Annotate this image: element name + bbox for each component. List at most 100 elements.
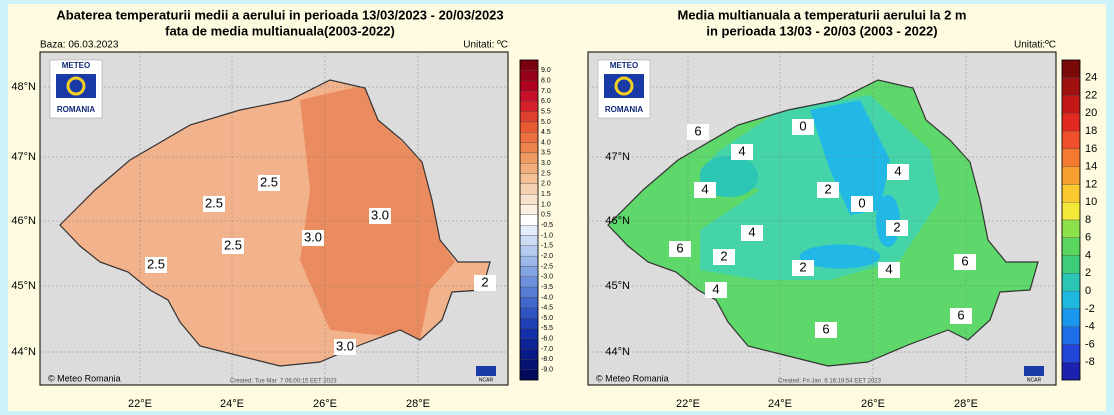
- colorbar-cell: [519, 132, 539, 143]
- country-border: [59, 79, 491, 367]
- colorbar-label: -5.0: [541, 315, 553, 322]
- colorbar-label: 8.0: [541, 77, 551, 84]
- colorbar-label: 3.5: [541, 150, 551, 157]
- logo-sun: [614, 76, 634, 96]
- contour-label-box: [954, 254, 976, 270]
- colorbar-cell: [519, 359, 539, 370]
- colorbar-cell: [519, 163, 539, 174]
- colorbar-cell: [1061, 166, 1081, 185]
- colorbar-cell: [519, 328, 539, 339]
- colorbar-label: 0.5: [541, 212, 551, 219]
- colorbar-label: 1.5: [541, 191, 551, 198]
- colorbar-cell: [519, 152, 539, 164]
- contour-label: 2.5: [205, 195, 223, 210]
- contour-label: 6: [961, 253, 968, 268]
- contour-label: 4: [738, 143, 745, 158]
- logo-top: METEO: [62, 61, 90, 70]
- contour-label: 2: [799, 259, 806, 274]
- lon-label: 26°E: [313, 398, 337, 410]
- contour-label-box: [222, 238, 244, 254]
- logo-top: METEO: [610, 61, 638, 70]
- colorbar-cell: [1061, 362, 1081, 381]
- colorbar-cell: [519, 142, 539, 154]
- contour-label: 4: [885, 261, 892, 276]
- colorbar-cell: [519, 235, 539, 246]
- colorbar-cell: [1061, 219, 1081, 238]
- colorbar-label: -3.5: [541, 284, 553, 291]
- colorbar-cell: [519, 338, 539, 350]
- colorbar-label: -2: [1085, 303, 1095, 315]
- colorbar-cell: [1061, 273, 1081, 292]
- colorbar-label: 12: [1085, 178, 1097, 190]
- base-date: Baza: 06.03.2023: [40, 40, 119, 51]
- lon-label: 24°E: [768, 398, 792, 410]
- ncar-logo: [1024, 366, 1044, 376]
- colorbar-label: -8.0: [541, 356, 553, 363]
- colorbar-label: 2.0: [541, 181, 551, 188]
- copyright: © Meteo Romania: [596, 373, 669, 383]
- contour-label-box: [731, 144, 753, 160]
- colorbar-cell: [1061, 130, 1081, 150]
- colorbar-cell: [519, 204, 539, 215]
- panel-title: Abaterea temperaturii medii a aerului in…: [56, 7, 503, 22]
- country-border: [607, 79, 1039, 367]
- colorbar-cell: [1061, 344, 1081, 363]
- contour-label: 0: [858, 195, 865, 210]
- contour-label: 2.5: [260, 174, 278, 189]
- colorbar-label: -5.5: [541, 325, 553, 332]
- colorbar-label: 4.5: [541, 129, 551, 136]
- lat-label: 48°N: [11, 81, 36, 93]
- colorbar-cell: [1061, 148, 1081, 167]
- contour-label-box: [792, 260, 814, 276]
- ncar-logo: [476, 366, 496, 376]
- contour-label-box: [878, 262, 900, 278]
- colorbar-label: 22: [1085, 89, 1097, 101]
- colorbar-label: 6.0: [541, 98, 551, 105]
- colorbar-cell: [1061, 308, 1081, 327]
- contour-label: 2: [893, 219, 900, 234]
- contour-label-box: [713, 249, 735, 265]
- colorbar-label: -8: [1085, 356, 1095, 368]
- colorbar-cell: [519, 317, 539, 329]
- contour-label: 3.0: [371, 207, 389, 222]
- colorbar-label: 6: [1085, 232, 1091, 244]
- colorbar-cell: [519, 121, 539, 133]
- lat-label: 45°N: [605, 280, 630, 292]
- lon-label: 26°E: [861, 398, 885, 410]
- colorbar-frame: [519, 59, 539, 381]
- colorbar-label: 20: [1085, 107, 1097, 119]
- contour-label-box: [815, 322, 837, 338]
- contour-label-box: [851, 196, 873, 212]
- colorbar-label: 9.0: [541, 67, 551, 74]
- contour-label-box: [886, 220, 908, 236]
- copyright: © Meteo Romania: [48, 373, 121, 383]
- contour-label-box: [817, 182, 839, 198]
- colorbar-cell: [519, 369, 539, 381]
- contour-label: 2.5: [224, 237, 242, 252]
- panel-title: in perioada 13/03 - 20/03 (2003 - 2022): [706, 23, 937, 38]
- colorbar-cell: [519, 111, 539, 123]
- lat-label: 46°N: [605, 215, 630, 227]
- colorbar-label: 7.0: [541, 88, 551, 95]
- lat-label: 44°N: [11, 346, 36, 358]
- lon-label: 28°E: [406, 398, 430, 410]
- colorbar-label: -2.0: [541, 253, 553, 260]
- colorbar-label: -7.0: [541, 346, 553, 353]
- lat-label: 45°N: [11, 280, 36, 292]
- colorbar-cell: [519, 214, 539, 226]
- colorbar-frame: [1061, 59, 1081, 381]
- colorbar-label: 5.0: [541, 119, 551, 126]
- colorbar-cell: [519, 59, 539, 71]
- colorbar-cell: [519, 297, 539, 308]
- colorbar-cell: [1061, 202, 1081, 221]
- lon-label: 22°E: [128, 398, 152, 410]
- lat-label: 46°N: [11, 215, 36, 227]
- colorbar-label: 2: [1085, 267, 1091, 279]
- colorbar-cell: [1061, 77, 1081, 96]
- contour-label-box: [887, 164, 909, 180]
- colorbar-cell: [519, 276, 539, 288]
- contour-label-box: [669, 241, 691, 257]
- contour-label-box: [792, 119, 814, 135]
- colorbar-cell: [519, 183, 539, 195]
